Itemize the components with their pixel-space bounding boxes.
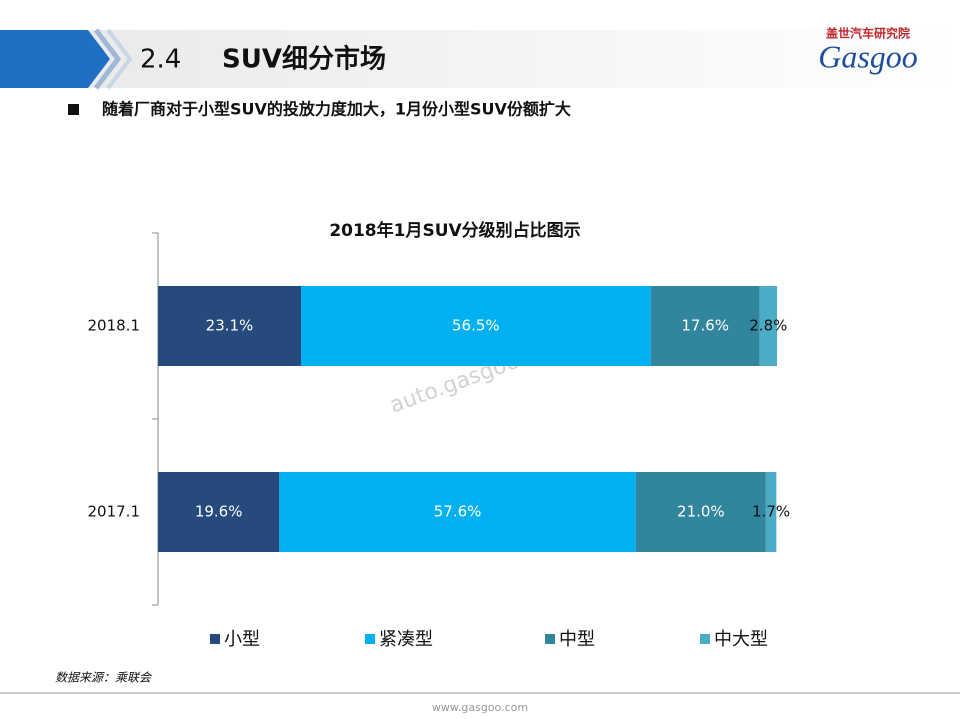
legend-swatch <box>545 634 555 644</box>
legend-swatch <box>365 634 375 644</box>
footer-url: www.gasgoo.com <box>432 701 528 714</box>
value-label: 2.8% <box>749 317 787 335</box>
legend-label: 小型 <box>224 629 260 650</box>
legend-swatch <box>210 634 220 644</box>
bar-segment <box>650 286 760 366</box>
bar-segment <box>765 472 777 552</box>
bar-segment <box>158 286 301 366</box>
value-label: 23.1% <box>206 317 254 335</box>
value-label: 56.5% <box>452 317 500 335</box>
header-band <box>0 30 960 88</box>
section-number: 2.4 <box>140 45 181 75</box>
y-tick-label: 2018.1 <box>88 317 141 335</box>
chart-title: 2018年1月SUV分级别占比图示 <box>329 220 580 241</box>
bar-segment <box>279 472 636 552</box>
y-tick-label: 2017.1 <box>88 503 141 521</box>
value-label: 17.6% <box>681 317 729 335</box>
header-chevron <box>94 28 122 90</box>
header-title: SUV细分市场 <box>222 44 386 75</box>
bullet-text: 随着厂商对于小型SUV的投放力度加大，1月份小型SUV份额扩大 <box>102 100 571 119</box>
legend-label: 中型 <box>559 629 595 650</box>
source-note: 数据来源：乘联会 <box>55 671 153 685</box>
bullet-square <box>68 104 79 115</box>
logo-org: 盖世汽车研究院 <box>826 26 910 41</box>
legend-swatch <box>700 634 710 644</box>
bar-segment <box>300 286 651 366</box>
bar-segment <box>635 472 766 552</box>
value-label: 1.7% <box>752 503 790 521</box>
bar-segment <box>158 472 280 552</box>
legend-label: 中大型 <box>714 629 768 650</box>
value-label: 19.6% <box>195 503 243 521</box>
legend-label: 紧凑型 <box>379 629 433 650</box>
bar-segment <box>759 286 777 366</box>
value-label: 57.6% <box>434 503 482 521</box>
header-chevron <box>106 28 133 90</box>
logo-brand: Gasgoo <box>818 38 918 74</box>
value-label: 21.0% <box>677 503 725 521</box>
header-arrow <box>0 30 110 88</box>
